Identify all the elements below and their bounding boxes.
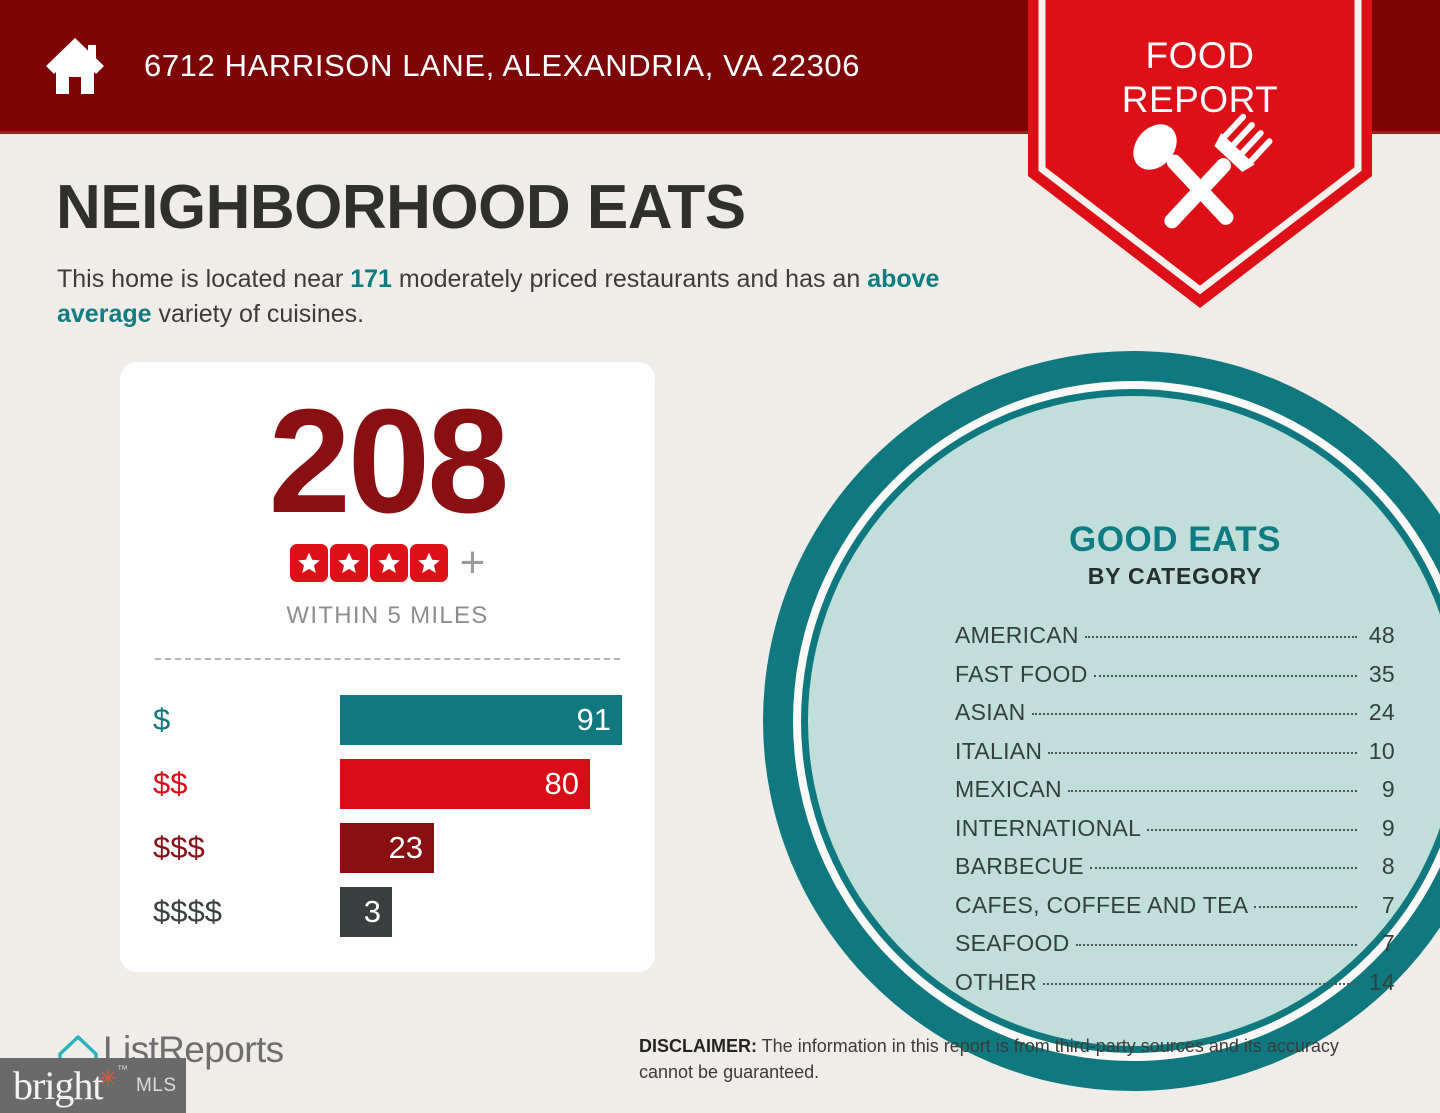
good-eats-count: 10 xyxy=(1368,737,1395,764)
mls-label: MLS xyxy=(135,1074,177,1096)
bar-label-4: $$$$ xyxy=(153,894,222,929)
bar-value-2: 80 xyxy=(340,759,590,809)
good-eats-row: ASIAN 24 xyxy=(955,699,1395,738)
disclaimer-text: The information in this report is from t… xyxy=(639,1036,1339,1082)
good-eats-row: CAFES, COFFEE AND TEA 7 xyxy=(955,892,1395,931)
good-eats-category: SEAFOOD xyxy=(955,930,1070,956)
property-address: 6712 HARRISON LANE, ALEXANDRIA, VA 22306 xyxy=(144,47,861,83)
bar-chart-row: $$$$ 3 xyxy=(120,880,655,944)
subtitle-highlight-variety: above average xyxy=(57,265,940,328)
good-eats-row: SEAFOOD 7 xyxy=(955,930,1395,969)
good-eats-category: AMERICAN xyxy=(955,622,1079,648)
leader-dots xyxy=(1089,867,1357,869)
leader-dots xyxy=(1067,790,1357,792)
good-eats-row: OTHER 14 xyxy=(955,969,1395,1008)
good-eats-list: AMERICAN 48 FAST FOOD 35 ASIAN 24 ITALIAN 10 MEX… xyxy=(955,622,1395,1007)
page-title: NEIGHBORHOOD EATS xyxy=(56,173,746,242)
star-badge xyxy=(289,544,328,582)
good-eats-category: INTERNATIONAL xyxy=(955,814,1142,841)
star-badge xyxy=(409,544,448,582)
good-eats-category: OTHER xyxy=(955,968,1037,995)
star-rating: + xyxy=(120,537,655,587)
card-divider xyxy=(155,658,620,660)
banner-line-2: REPORT xyxy=(1121,78,1279,120)
bar-chart-row: $$$ 23 xyxy=(120,816,655,880)
leader-dots xyxy=(1093,674,1357,677)
good-eats-row: ITALIAN 10 xyxy=(955,738,1395,777)
bright-mls-watermark: bright ✳ ™ MLS xyxy=(0,1058,186,1113)
restaurant-count: 208 xyxy=(268,379,510,544)
subtitle-part-1: This home is located near xyxy=(57,265,351,293)
bar-label-2: $$ xyxy=(153,766,188,801)
leader-dots xyxy=(1084,636,1357,638)
subtitle-part-3: variety of cuisines. xyxy=(151,299,365,328)
page-subtitle: This home is located near 171 moderately… xyxy=(57,262,1017,331)
bright-star-icon: ✳ xyxy=(98,1066,117,1091)
bar-label-1: $ xyxy=(153,702,171,737)
star-badge xyxy=(369,544,408,582)
home-icon xyxy=(46,37,104,94)
good-eats-category: MEXICAN xyxy=(955,776,1062,802)
good-eats-count: 9 xyxy=(1381,814,1395,841)
good-eats-row: BARBECUE 8 xyxy=(955,853,1395,892)
good-eats-count: 7 xyxy=(1381,930,1395,956)
bar-value-4: 3 xyxy=(340,887,392,937)
subtitle-part-2: moderately priced restaurants and has an xyxy=(391,265,868,293)
leader-dots xyxy=(1043,982,1357,985)
bar-label-3: $$$ xyxy=(153,830,205,865)
good-eats-count: 14 xyxy=(1368,968,1395,995)
leader-dots xyxy=(1075,944,1357,946)
spoon-fork-icon xyxy=(1133,113,1273,229)
good-eats-row: INTERNATIONAL 9 xyxy=(955,815,1395,854)
good-eats-count: 48 xyxy=(1368,622,1395,648)
subtitle-highlight-count: 171 xyxy=(350,265,392,293)
star-plus-sign: + xyxy=(459,537,486,587)
good-eats-subtitle: BY CATEGORY xyxy=(1087,563,1263,589)
star-badge xyxy=(329,544,368,582)
good-eats-count: 7 xyxy=(1381,891,1395,918)
good-eats-category: ASIAN xyxy=(955,699,1026,725)
good-eats-category: FAST FOOD xyxy=(955,660,1088,687)
banner-shield-shape xyxy=(1028,0,1372,308)
good-eats-title: GOOD EATS xyxy=(1069,520,1281,559)
food-report-banner: FOOD REPORT xyxy=(1028,0,1372,308)
good-eats-row: FAST FOOD 35 xyxy=(955,661,1395,700)
disclaimer: DISCLAIMER: The information in this repo… xyxy=(639,1034,1383,1085)
price-level-bar-chart: $91 $$ 80 $$$ 23 $$$$ 3 xyxy=(120,688,655,944)
disclaimer-label: DISCLAIMER: xyxy=(639,1036,757,1056)
leader-dots xyxy=(1031,713,1357,715)
good-eats-panel: GOOD EATS BY CATEGORY AMERICAN 48 FAST FOO… xyxy=(955,520,1395,1007)
good-eats-category: ITALIAN xyxy=(955,737,1043,764)
bar-chart-row: $$ 80 xyxy=(120,752,655,816)
good-eats-count: 8 xyxy=(1381,853,1395,879)
good-eats-count: 35 xyxy=(1368,660,1395,687)
banner-line-1: FOOD xyxy=(1145,35,1255,76)
good-eats-row: AMERICAN 48 xyxy=(955,622,1395,661)
leader-dots xyxy=(1048,751,1357,754)
good-eats-category: CAFES, COFFEE AND TEA xyxy=(955,891,1249,918)
leader-dots xyxy=(1147,828,1357,831)
header-underline xyxy=(0,131,1440,134)
banner-text: FOOD REPORT xyxy=(1028,34,1372,121)
bar-value-1: 91 xyxy=(340,695,622,745)
good-eats-category: BARBECUE xyxy=(955,853,1084,879)
bar-value-3: 23 xyxy=(340,823,434,873)
good-eats-row: MEXICAN 9 xyxy=(955,776,1395,815)
circle-inner-fill xyxy=(808,396,1440,1046)
good-eats-count: 9 xyxy=(1381,776,1395,802)
bar-chart-row: $91 xyxy=(120,688,655,752)
bright-wordmark: bright xyxy=(13,1062,104,1108)
good-eats-count: 24 xyxy=(1368,699,1395,725)
trademark-symbol: ™ xyxy=(116,1064,128,1076)
leader-dots xyxy=(1254,905,1357,908)
restaurant-stat-card: 208 + WITHIN 5 MILES $91 $$ 80 $$$ 23 $$$$ 3 xyxy=(120,362,655,972)
within-radius-label: WITHIN 5 MILES xyxy=(286,602,489,629)
